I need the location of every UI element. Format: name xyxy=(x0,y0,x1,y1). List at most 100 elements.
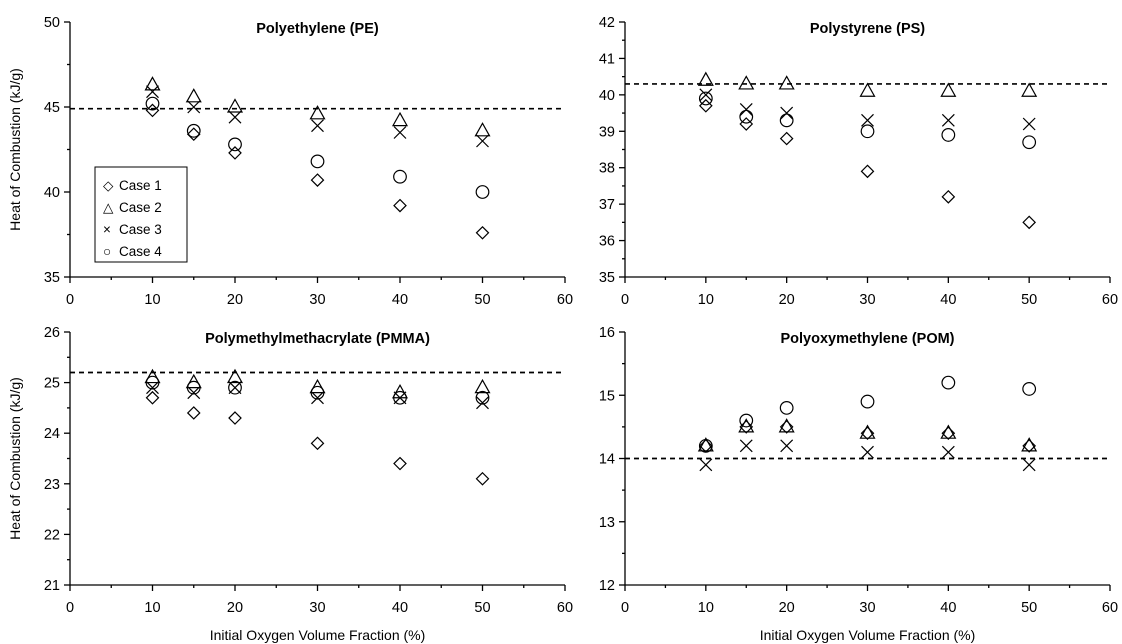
x-tick-label: 50 xyxy=(474,292,490,308)
data-point xyxy=(698,91,713,106)
series-case-2 xyxy=(697,418,1038,452)
x-tick-label: 60 xyxy=(1102,292,1118,308)
x-tick-label: 20 xyxy=(779,292,795,308)
data-point xyxy=(861,445,874,459)
data-point xyxy=(699,88,713,102)
x-tick-label: 0 xyxy=(621,292,629,308)
data-point xyxy=(186,127,201,142)
data-point xyxy=(698,438,713,453)
y-tick-label: 36 xyxy=(599,234,615,250)
series-case-1 xyxy=(698,98,1037,230)
data-point xyxy=(860,124,875,139)
data-point xyxy=(310,436,325,451)
chart-panel-4: 12 13 14 15 16 0 10 20 30 40 50 60 Polyoxymethylene … xyxy=(599,325,1118,643)
data-point xyxy=(779,113,794,128)
y-tick-label: 15 xyxy=(599,388,615,404)
data-point xyxy=(145,375,160,390)
data-point xyxy=(739,439,753,453)
legend-symbol: ◇ xyxy=(103,178,114,193)
y-tick-label: 16 xyxy=(599,325,615,341)
data-point xyxy=(941,128,956,142)
data-point xyxy=(226,98,244,113)
data-point xyxy=(146,381,159,395)
data-point xyxy=(185,373,202,389)
data-point xyxy=(393,198,407,213)
y-tick-label: 42 xyxy=(599,15,615,31)
legend-label: Case 2 xyxy=(119,200,162,215)
data-point xyxy=(310,154,325,169)
x-tick-label: 30 xyxy=(309,600,325,616)
y-tick-label: 38 xyxy=(599,161,615,177)
x-tick-label: 20 xyxy=(227,292,243,308)
data-point xyxy=(474,378,491,394)
x-tick-label: 30 xyxy=(859,292,875,308)
panel-title: Polyoxymethylene (POM) xyxy=(780,331,954,347)
data-point xyxy=(1022,135,1037,150)
data-point xyxy=(309,378,326,394)
x-tick-label: 20 xyxy=(779,600,795,616)
x-tick-label: 10 xyxy=(698,292,714,308)
data-point xyxy=(187,386,201,400)
data-point xyxy=(186,406,201,420)
data-point xyxy=(393,456,407,471)
x-tick-label: 0 xyxy=(621,600,629,616)
data-point xyxy=(228,380,242,395)
y-tick-label: 41 xyxy=(599,51,615,67)
data-point xyxy=(310,173,325,187)
y-tick-label: 12 xyxy=(599,578,615,594)
x-tick-label: 60 xyxy=(557,600,573,616)
x-tick-label: 40 xyxy=(392,600,408,616)
x-axis-title: Initial Oxygen Volume Fraction (%) xyxy=(210,627,426,643)
y-axis-title: Heat of Combustion (kJ/g) xyxy=(7,377,23,540)
data-point xyxy=(941,375,956,390)
x-tick-label: 10 xyxy=(144,600,160,616)
y-tick-label: 26 xyxy=(44,325,60,341)
data-point xyxy=(391,111,409,127)
panel-title: Polystyrene (PS) xyxy=(810,21,925,37)
data-point xyxy=(941,190,956,204)
data-point xyxy=(1021,82,1038,97)
data-point xyxy=(393,391,407,405)
data-point xyxy=(699,458,713,472)
data-point xyxy=(187,100,201,114)
data-point xyxy=(311,119,324,133)
data-point xyxy=(1022,439,1037,453)
data-point xyxy=(228,381,242,395)
data-point xyxy=(144,76,161,91)
data-point xyxy=(739,413,754,428)
data-point xyxy=(1022,458,1036,472)
data-point xyxy=(393,169,407,184)
y-tick-label: 35 xyxy=(599,270,615,286)
data-point xyxy=(941,445,955,459)
series-case-4 xyxy=(145,375,490,405)
x-tick-label: 40 xyxy=(940,292,956,308)
chart-panel-2: 35 36 37 38 39 40 41 42 0 10 20 30 40 50 60 Polystyrene… xyxy=(599,15,1118,308)
data-point xyxy=(861,113,874,127)
data-point xyxy=(145,96,160,111)
data-point xyxy=(941,113,955,127)
data-point xyxy=(739,103,753,116)
x-tick-label: 40 xyxy=(940,600,956,616)
chart-panel-1: 35 40 45 50 0 10 20 30 40 50 60 Polyethylene (PE) He… xyxy=(7,15,573,308)
legend-label: Case 4 xyxy=(119,244,162,259)
legend-box xyxy=(94,166,188,263)
series-case-2 xyxy=(697,71,1038,97)
x-tick-label: 30 xyxy=(309,292,325,308)
data-point xyxy=(145,390,160,405)
x-tick-label: 50 xyxy=(1021,292,1037,308)
data-point xyxy=(940,424,957,439)
x-tick-label: 50 xyxy=(1021,600,1037,616)
x-tick-label: 10 xyxy=(698,600,714,616)
data-point xyxy=(475,225,490,240)
y-tick-label: 39 xyxy=(599,124,615,140)
data-point xyxy=(1022,215,1037,230)
x-tick-label: 50 xyxy=(474,600,490,616)
legend-label: Case 3 xyxy=(119,222,162,237)
data-point xyxy=(778,418,795,433)
data-point xyxy=(739,109,754,124)
series-case-3 xyxy=(146,381,489,410)
data-point xyxy=(860,426,875,441)
data-point xyxy=(780,439,794,453)
y-tick-label: 14 xyxy=(599,452,615,468)
y-tick-label: 23 xyxy=(44,477,60,493)
